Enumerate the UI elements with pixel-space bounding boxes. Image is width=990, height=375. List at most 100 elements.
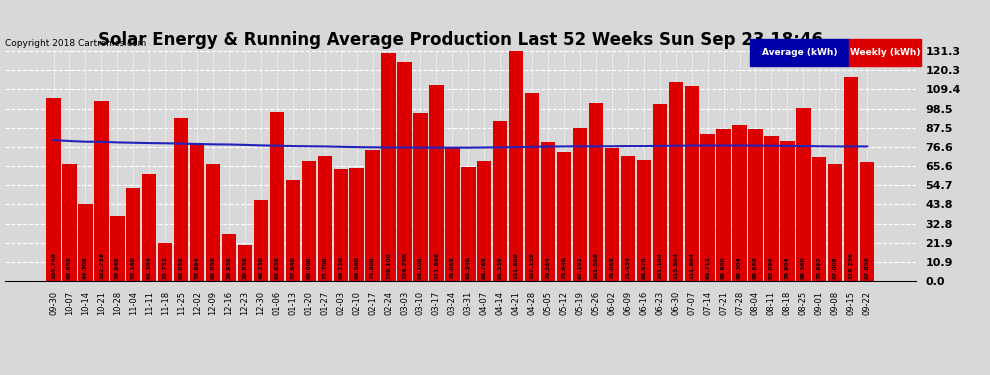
Bar xyxy=(733,124,746,281)
Text: 67.008: 67.008 xyxy=(833,257,838,279)
Text: 70.692: 70.692 xyxy=(817,257,822,279)
Text: 98.560: 98.560 xyxy=(801,257,806,279)
Text: 76.068: 76.068 xyxy=(449,257,454,279)
Bar xyxy=(158,243,172,281)
Text: 78.994: 78.994 xyxy=(195,257,200,279)
Bar xyxy=(684,86,699,281)
Text: 68.768: 68.768 xyxy=(482,256,487,279)
Text: 79.364: 79.364 xyxy=(545,257,550,279)
Text: Weekly (kWh): Weekly (kWh) xyxy=(849,48,921,57)
Text: 20.838: 20.838 xyxy=(243,257,248,279)
Title: Solar Energy & Running Average Production Last 52 Weeks Sun Sep 23 18:46: Solar Energy & Running Average Productio… xyxy=(98,31,823,49)
Text: 73.640: 73.640 xyxy=(561,257,566,279)
Text: 87.192: 87.192 xyxy=(577,257,582,279)
Bar xyxy=(269,112,284,281)
Text: 111.604: 111.604 xyxy=(689,253,694,279)
Bar xyxy=(238,245,252,281)
Bar xyxy=(78,204,93,281)
Text: 93.036: 93.036 xyxy=(178,257,184,279)
Text: 83.096: 83.096 xyxy=(769,257,774,279)
Text: 131.600: 131.600 xyxy=(514,253,519,279)
Bar xyxy=(509,51,524,281)
Text: 102.738: 102.738 xyxy=(99,253,104,279)
Text: 130.100: 130.100 xyxy=(386,253,391,279)
Text: 66.658: 66.658 xyxy=(67,256,72,279)
Bar xyxy=(190,143,204,281)
Text: 44.308: 44.308 xyxy=(83,257,88,279)
Bar xyxy=(525,93,540,281)
Text: 36.946: 36.946 xyxy=(115,257,120,279)
Bar xyxy=(126,188,141,281)
Text: 124.780: 124.780 xyxy=(402,253,407,279)
Text: 74.800: 74.800 xyxy=(370,257,375,279)
Text: 71.434: 71.434 xyxy=(626,256,631,279)
Text: 89.304: 89.304 xyxy=(737,257,742,279)
Bar xyxy=(461,167,475,281)
Text: 107.136: 107.136 xyxy=(530,253,535,279)
Bar xyxy=(541,142,555,281)
Text: 86.668: 86.668 xyxy=(753,256,758,279)
Bar xyxy=(589,103,603,281)
Text: 57.640: 57.640 xyxy=(290,257,295,279)
Bar xyxy=(828,164,842,281)
Bar xyxy=(812,157,827,281)
Bar xyxy=(174,118,188,281)
Bar xyxy=(62,164,76,281)
Bar xyxy=(764,136,778,281)
Text: 86.960: 86.960 xyxy=(721,257,726,279)
Bar xyxy=(94,101,109,281)
Bar xyxy=(477,160,491,281)
Text: 46.230: 46.230 xyxy=(258,257,263,279)
Text: 61.364: 61.364 xyxy=(147,256,151,279)
Bar xyxy=(302,161,316,281)
Bar xyxy=(397,63,412,281)
Bar xyxy=(365,150,380,281)
Text: 53.140: 53.140 xyxy=(131,257,136,279)
Text: 111.848: 111.848 xyxy=(434,252,439,279)
Text: 71.700: 71.700 xyxy=(322,257,328,279)
Text: 104.740: 104.740 xyxy=(51,253,56,279)
Bar xyxy=(334,169,347,281)
Text: 101.104: 101.104 xyxy=(657,253,662,279)
Bar xyxy=(47,98,60,281)
Bar xyxy=(381,53,396,281)
Text: 79.904: 79.904 xyxy=(785,257,790,279)
Bar xyxy=(860,162,874,281)
Bar xyxy=(446,148,459,281)
Bar xyxy=(668,82,683,281)
Text: 66.856: 66.856 xyxy=(211,256,216,279)
Bar xyxy=(143,174,156,281)
Text: 113.604: 113.604 xyxy=(673,253,678,279)
Bar xyxy=(780,141,795,281)
Text: Average (kWh): Average (kWh) xyxy=(762,48,838,57)
Text: 68.600: 68.600 xyxy=(306,257,311,279)
Bar xyxy=(493,121,508,281)
Bar xyxy=(701,135,715,281)
Bar xyxy=(253,200,268,281)
Text: 64.560: 64.560 xyxy=(354,257,359,279)
Bar xyxy=(413,113,428,281)
Text: 21.732: 21.732 xyxy=(162,256,167,279)
Bar xyxy=(844,77,858,281)
Text: 76.068: 76.068 xyxy=(610,257,615,279)
Bar xyxy=(318,156,332,281)
Text: 65.340: 65.340 xyxy=(466,257,471,279)
Bar xyxy=(110,216,125,281)
Text: 116.256: 116.256 xyxy=(848,252,853,279)
Text: 26.936: 26.936 xyxy=(227,257,232,279)
Text: 68.970: 68.970 xyxy=(642,257,646,279)
Bar xyxy=(605,148,619,281)
Bar xyxy=(286,180,300,281)
Text: 101.568: 101.568 xyxy=(593,253,599,279)
Text: 96.638: 96.638 xyxy=(274,257,279,279)
Bar xyxy=(573,128,587,281)
Bar xyxy=(349,168,364,281)
Bar xyxy=(637,160,651,281)
Text: 91.336: 91.336 xyxy=(498,257,503,279)
Bar xyxy=(556,152,571,281)
Bar xyxy=(717,129,731,281)
Bar xyxy=(206,164,220,281)
Bar xyxy=(652,104,667,281)
Bar xyxy=(748,129,762,281)
Text: Copyright 2018 Cartronics.com: Copyright 2018 Cartronics.com xyxy=(5,39,147,48)
